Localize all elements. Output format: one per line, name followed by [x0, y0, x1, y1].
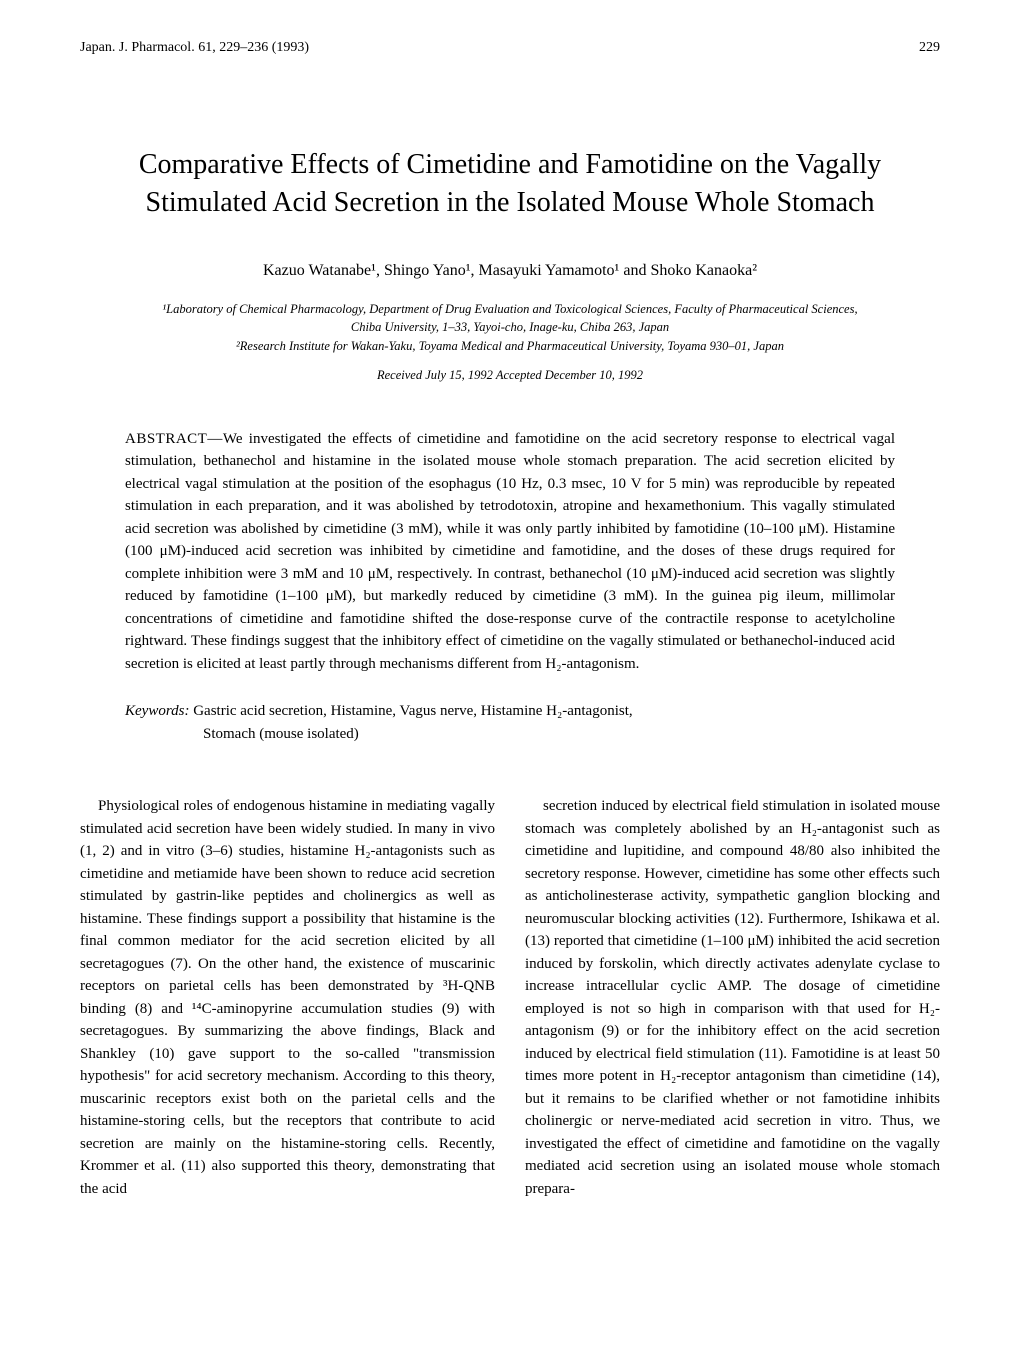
- column-left: Physiological roles of endogenous histam…: [80, 795, 495, 1200]
- body-columns: Physiological roles of endogenous histam…: [80, 795, 940, 1200]
- header-line: Japan. J. Pharmacol. 61, 229–236 (1993) …: [80, 40, 940, 56]
- body-paragraph-right: secretion induced by electrical field st…: [525, 795, 940, 1200]
- keywords-label: Keywords:: [125, 703, 189, 719]
- keywords-line1: Gastric acid secretion, Histamine, Vagus…: [189, 703, 632, 719]
- body-paragraph-left: Physiological roles of endogenous histam…: [80, 795, 495, 1200]
- article-title: Comparative Effects of Cimetidine and Fa…: [80, 146, 940, 222]
- keywords-block: Keywords: Gastric acid secretion, Histam…: [125, 700, 895, 745]
- received-dates: Received July 15, 1992 Accepted December…: [80, 368, 940, 383]
- affiliations: ¹Laboratory of Chemical Pharmacology, De…: [80, 300, 940, 356]
- abstract-text: We investigated the effects of cimetidin…: [125, 431, 895, 672]
- affiliation-1: ¹Laboratory of Chemical Pharmacology, De…: [80, 300, 940, 319]
- journal-reference: Japan. J. Pharmacol. 61, 229–236 (1993): [80, 40, 309, 56]
- page-number: 229: [919, 40, 940, 56]
- abstract-label: ABSTRACT—: [125, 431, 223, 447]
- keywords-line2: Stomach (mouse isolated): [125, 723, 895, 746]
- authors-line: Kazuo Watanabe¹, Shingo Yano¹, Masayuki …: [80, 262, 940, 280]
- affiliation-1b: Chiba University, 1–33, Yayoi-cho, Inage…: [80, 318, 940, 337]
- column-right: secretion induced by electrical field st…: [525, 795, 940, 1200]
- affiliation-2: ²Research Institute for Wakan-Yaku, Toya…: [80, 337, 940, 356]
- abstract-block: ABSTRACT—We investigated the effects of …: [125, 428, 895, 676]
